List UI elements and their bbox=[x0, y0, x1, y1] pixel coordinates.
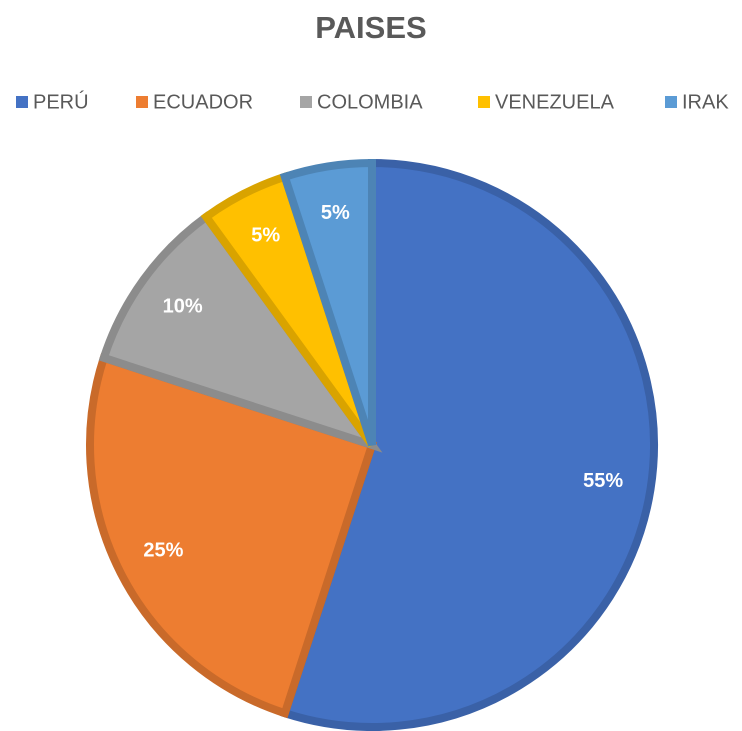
legend-swatch bbox=[136, 96, 148, 108]
pie-slice bbox=[86, 352, 378, 719]
legend-swatch bbox=[665, 96, 677, 108]
legend-label: IRAK bbox=[682, 91, 729, 113]
pie-slice bbox=[98, 211, 383, 453]
legend-swatch bbox=[16, 96, 28, 108]
pie-slice bbox=[279, 158, 376, 447]
data-label: 25% bbox=[143, 540, 183, 562]
pie-slice bbox=[279, 158, 658, 731]
chart-title: PAISES bbox=[315, 10, 426, 45]
data-label: 5% bbox=[321, 202, 350, 224]
data-label: 5% bbox=[251, 225, 280, 247]
data-label: 10% bbox=[163, 296, 203, 318]
legend-label: PERÚ bbox=[33, 90, 89, 113]
legend-label: COLOMBIA bbox=[317, 91, 423, 113]
legend-label: ECUADOR bbox=[153, 91, 253, 113]
legend-swatch bbox=[478, 96, 490, 108]
data-label: 55% bbox=[583, 470, 623, 492]
legend-label: VENEZUELA bbox=[495, 91, 615, 113]
legend-swatch bbox=[300, 96, 312, 108]
